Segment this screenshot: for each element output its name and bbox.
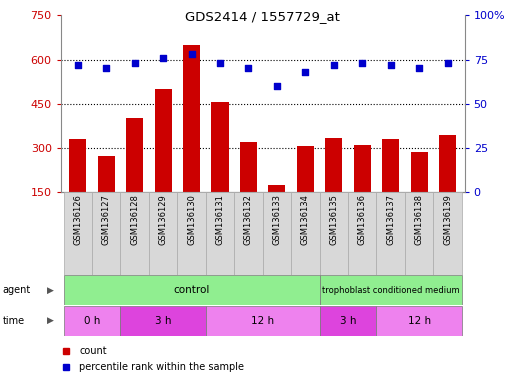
Bar — [183, 45, 200, 236]
Bar — [155, 89, 172, 236]
Bar — [405, 192, 433, 275]
Bar — [319, 275, 462, 305]
Text: ▶: ▶ — [46, 285, 54, 295]
Text: GDS2414 / 1557729_at: GDS2414 / 1557729_at — [185, 10, 340, 23]
Bar — [206, 306, 319, 336]
Point — [187, 51, 196, 57]
Bar — [63, 306, 120, 336]
Bar — [411, 152, 428, 236]
Point — [386, 62, 395, 68]
Text: GSM136136: GSM136136 — [358, 194, 367, 245]
Bar — [354, 145, 371, 236]
Bar — [126, 118, 143, 236]
Point — [329, 62, 338, 68]
Bar — [262, 192, 291, 275]
Text: agent: agent — [3, 285, 31, 295]
Bar — [120, 306, 206, 336]
Bar — [291, 192, 319, 275]
Text: GSM136132: GSM136132 — [244, 194, 253, 245]
Text: control: control — [173, 285, 210, 295]
Point — [272, 83, 281, 89]
Bar — [319, 192, 348, 275]
Bar — [348, 192, 376, 275]
Bar — [325, 137, 342, 236]
Bar — [98, 156, 115, 236]
Bar — [297, 146, 314, 236]
Bar — [212, 102, 229, 236]
Text: GSM136130: GSM136130 — [187, 194, 196, 245]
Text: 12 h: 12 h — [408, 316, 431, 326]
Text: 0 h: 0 h — [84, 316, 100, 326]
Bar — [92, 192, 120, 275]
Bar — [439, 135, 456, 236]
Point — [216, 60, 224, 66]
Bar — [149, 192, 177, 275]
Bar — [120, 192, 149, 275]
Text: GSM136135: GSM136135 — [329, 194, 338, 245]
Text: GSM136138: GSM136138 — [414, 194, 423, 245]
Point — [159, 55, 167, 61]
Point — [130, 60, 139, 66]
Bar — [268, 185, 286, 236]
Bar — [382, 139, 399, 236]
Point — [415, 65, 423, 71]
Text: GSM136139: GSM136139 — [443, 194, 452, 245]
Text: trophoblast conditioned medium: trophoblast conditioned medium — [322, 286, 459, 295]
Point — [244, 65, 253, 71]
Bar — [433, 192, 462, 275]
Point — [102, 65, 110, 71]
Bar — [69, 139, 86, 236]
Bar — [206, 192, 234, 275]
Point — [444, 60, 452, 66]
Text: 3 h: 3 h — [340, 316, 356, 326]
Text: GSM136131: GSM136131 — [215, 194, 224, 245]
Text: GSM136129: GSM136129 — [158, 194, 167, 245]
Text: GSM136134: GSM136134 — [301, 194, 310, 245]
Bar — [319, 306, 376, 336]
Bar — [177, 192, 206, 275]
Bar — [376, 306, 462, 336]
Bar — [240, 142, 257, 236]
Text: GSM136137: GSM136137 — [386, 194, 395, 245]
Text: GSM136133: GSM136133 — [272, 194, 281, 245]
Text: GSM136128: GSM136128 — [130, 194, 139, 245]
Text: count: count — [79, 346, 107, 356]
Point — [358, 60, 366, 66]
Text: GSM136127: GSM136127 — [102, 194, 111, 245]
Text: ▶: ▶ — [46, 316, 54, 325]
Text: percentile rank within the sample: percentile rank within the sample — [79, 362, 244, 372]
Text: time: time — [3, 316, 25, 326]
Point — [301, 69, 309, 75]
Text: 12 h: 12 h — [251, 316, 274, 326]
Bar — [376, 192, 405, 275]
Bar — [63, 275, 319, 305]
Point — [73, 62, 82, 68]
Bar — [234, 192, 263, 275]
Bar — [63, 192, 92, 275]
Text: 3 h: 3 h — [155, 316, 172, 326]
Text: GSM136126: GSM136126 — [73, 194, 82, 245]
